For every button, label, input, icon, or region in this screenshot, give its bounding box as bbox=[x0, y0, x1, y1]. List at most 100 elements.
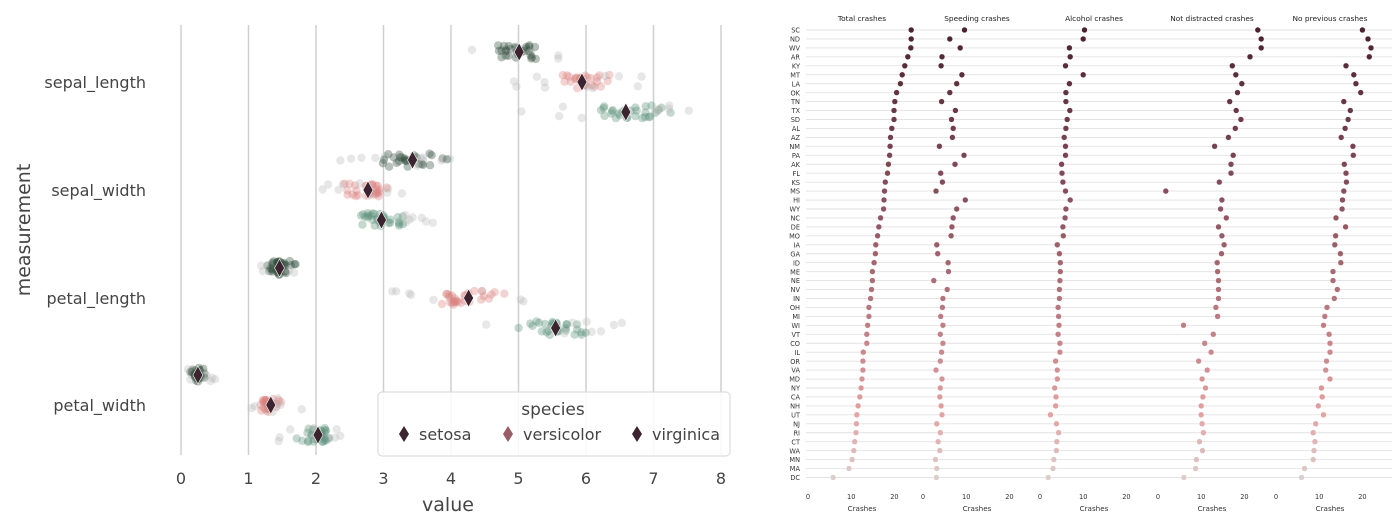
jitter-point-virginica bbox=[428, 218, 438, 227]
panel-x-tick: 0 bbox=[806, 493, 810, 501]
panel-x-label: Crashes bbox=[1198, 504, 1227, 513]
jitter-point-virginica bbox=[632, 106, 641, 115]
crash-dot bbox=[937, 429, 944, 436]
crash-dot bbox=[864, 322, 871, 329]
crash-dot bbox=[1204, 367, 1211, 374]
jitter-point-virginica bbox=[542, 328, 551, 337]
crash-dot bbox=[1192, 465, 1199, 472]
crash-dot bbox=[950, 125, 957, 132]
state-label: PA bbox=[792, 152, 801, 160]
jitter-point-setosa bbox=[418, 160, 428, 170]
jitter-point-versicolor bbox=[375, 187, 384, 197]
jitter-point-setosa bbox=[522, 44, 531, 53]
crash-dot bbox=[1081, 26, 1088, 34]
crash-dot bbox=[886, 143, 894, 150]
crash-dot bbox=[962, 196, 969, 204]
jitter-point-versicolor bbox=[449, 300, 458, 309]
crash-dot bbox=[863, 340, 870, 347]
crash-dot bbox=[1049, 465, 1057, 472]
jitter-point-versicolor bbox=[509, 77, 519, 86]
panel-x-tick: 20 bbox=[1122, 493, 1130, 501]
jitter-point-virginica bbox=[298, 436, 307, 445]
jitter-point-virginica bbox=[596, 327, 606, 336]
crash-dot bbox=[1349, 143, 1357, 150]
crash-dot bbox=[933, 465, 940, 472]
x-tick-label: 6 bbox=[581, 469, 591, 488]
state-label: WI bbox=[792, 322, 801, 330]
jitter-point-virginica bbox=[631, 111, 640, 121]
jitter-point-setosa bbox=[257, 261, 266, 270]
state-label: WV bbox=[789, 45, 801, 53]
crash-dot bbox=[1329, 277, 1337, 284]
jitter-point-virginica bbox=[303, 428, 312, 438]
jitter-point-virginica bbox=[684, 106, 693, 115]
crash-dot bbox=[961, 26, 968, 34]
crash-dot bbox=[852, 429, 860, 436]
crash-dot bbox=[1230, 152, 1237, 159]
crash-dot bbox=[1337, 259, 1344, 266]
state-label: MD bbox=[789, 376, 800, 384]
crash-dot bbox=[868, 286, 875, 293]
jitter-point-setosa bbox=[554, 54, 563, 63]
crash-dot bbox=[1329, 268, 1337, 275]
jitter-point-versicolor bbox=[449, 296, 458, 306]
crash-dot bbox=[1325, 331, 1333, 338]
crash-dot bbox=[1202, 384, 1209, 392]
crash-dot bbox=[1056, 340, 1064, 347]
crash-dot bbox=[887, 134, 894, 141]
crash-dot bbox=[1216, 179, 1223, 186]
crash-dot bbox=[875, 223, 882, 231]
state-label: WA bbox=[789, 447, 800, 455]
mean-marker-versicolor-sepal_length bbox=[576, 72, 588, 92]
crash-dot bbox=[1215, 277, 1222, 284]
category-label: petal_width bbox=[53, 396, 146, 416]
state-label: TN bbox=[790, 98, 800, 106]
jitter-point-virginica bbox=[360, 212, 370, 221]
mean-marker-virginica-sepal_length bbox=[620, 102, 632, 122]
jitter-point-setosa bbox=[346, 154, 356, 163]
jitter-point-setosa bbox=[206, 376, 215, 386]
jitter-point-setosa bbox=[265, 266, 274, 276]
crash-dot bbox=[1050, 456, 1057, 463]
crash-dot bbox=[939, 304, 946, 311]
jitter-point-virginica bbox=[356, 211, 366, 220]
jitter-point-setosa bbox=[499, 41, 509, 51]
jitter-point-versicolor bbox=[588, 83, 597, 93]
panel-1: Speeding crashes 0 10 20 Crashes bbox=[921, 14, 1014, 513]
crash-dot bbox=[1215, 286, 1222, 293]
x-tick-label: 4 bbox=[446, 469, 456, 488]
jitter-point-versicolor bbox=[352, 186, 361, 195]
jitter-point-versicolor bbox=[256, 400, 265, 410]
jitter-point-versicolor bbox=[590, 82, 599, 91]
jitter-point-versicolor bbox=[447, 291, 457, 300]
crash-dot bbox=[948, 116, 955, 123]
jitter-point-virginica bbox=[596, 105, 606, 115]
jitter-point-virginica bbox=[308, 424, 317, 433]
jitter-point-setosa bbox=[268, 267, 277, 276]
crash-dot bbox=[938, 375, 946, 383]
crash-dot bbox=[1062, 214, 1069, 222]
crash-dot bbox=[1342, 223, 1349, 231]
crash-dot bbox=[1359, 26, 1366, 34]
jitter-point-versicolor bbox=[397, 189, 407, 198]
jitter-point-setosa bbox=[419, 156, 428, 165]
jitter-point-versicolor bbox=[405, 289, 414, 298]
jitter-point-virginica bbox=[554, 111, 564, 121]
jitter-point-setosa bbox=[286, 261, 296, 270]
state-label: AZ bbox=[791, 134, 801, 142]
jitter-point-versicolor bbox=[429, 295, 438, 305]
panel-x-tick: 20 bbox=[890, 493, 898, 501]
crash-dot bbox=[1227, 170, 1235, 177]
crash-dot bbox=[1225, 134, 1232, 141]
state-label: DE bbox=[791, 224, 800, 232]
crash-dot bbox=[932, 456, 939, 463]
x-tick-label: 1 bbox=[243, 469, 253, 488]
jitter-point-setosa bbox=[554, 51, 563, 60]
jitter-point-versicolor bbox=[259, 403, 268, 412]
state-label: MN bbox=[789, 456, 800, 464]
crash-dot bbox=[1199, 420, 1206, 427]
jitter-point-virginica bbox=[654, 104, 664, 114]
crash-dot bbox=[1326, 340, 1334, 347]
panel-x-tick: 0 bbox=[921, 493, 925, 501]
legend-label-virginica: virginica bbox=[652, 425, 720, 444]
